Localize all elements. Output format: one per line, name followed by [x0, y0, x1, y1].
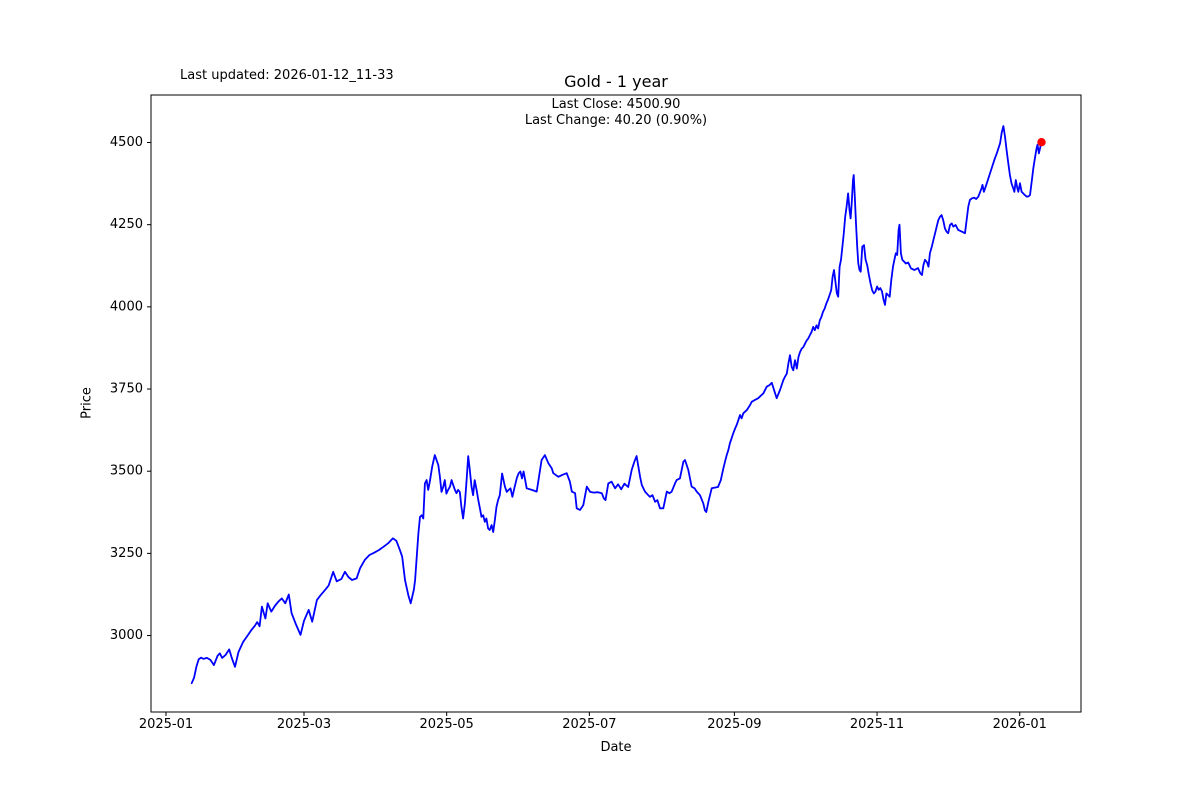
y-tick-label: 3750: [110, 382, 143, 397]
chart-title: Gold - 1 year: [564, 72, 668, 91]
y-tick-label: 4500: [110, 135, 143, 150]
x-axis-ticks: 2025-01 2025-03 2025-05 2025-07 2025-09 2025-…: [139, 712, 1047, 732]
y-axis-ticks: 3000 3250 3500 3750 4000 4250 4500: [110, 135, 151, 643]
y-tick-label: 3500: [110, 464, 143, 479]
x-tick-label: 2025-05: [420, 717, 474, 732]
x-tick-label: 2025-03: [277, 717, 331, 732]
last-change-annotation: Last Change: 40.20 (0.90%): [524, 113, 708, 128]
x-axis-label: Date: [600, 740, 632, 755]
last-close-annotation: Last Close: 4500.90: [551, 97, 681, 112]
y-tick-label: 4000: [110, 299, 143, 314]
price-line: [190, 125, 1043, 685]
x-tick-label: 2025-07: [562, 717, 616, 732]
last-price-marker: [1037, 138, 1046, 147]
x-tick-label: 2025-01: [139, 717, 193, 732]
plot-border: [150, 94, 1082, 713]
y-tick-label: 4250: [110, 217, 143, 232]
y-axis-label: Price: [79, 387, 95, 419]
last-updated-text: Last updated: 2026-01-12_11-33: [180, 68, 394, 83]
y-tick-label: 3250: [110, 546, 143, 561]
x-tick-label: 2025-11: [850, 717, 904, 732]
x-tick-label: 2026-01: [993, 717, 1047, 732]
x-tick-label: 2025-09: [707, 717, 761, 732]
y-tick-label: 3000: [110, 628, 143, 643]
